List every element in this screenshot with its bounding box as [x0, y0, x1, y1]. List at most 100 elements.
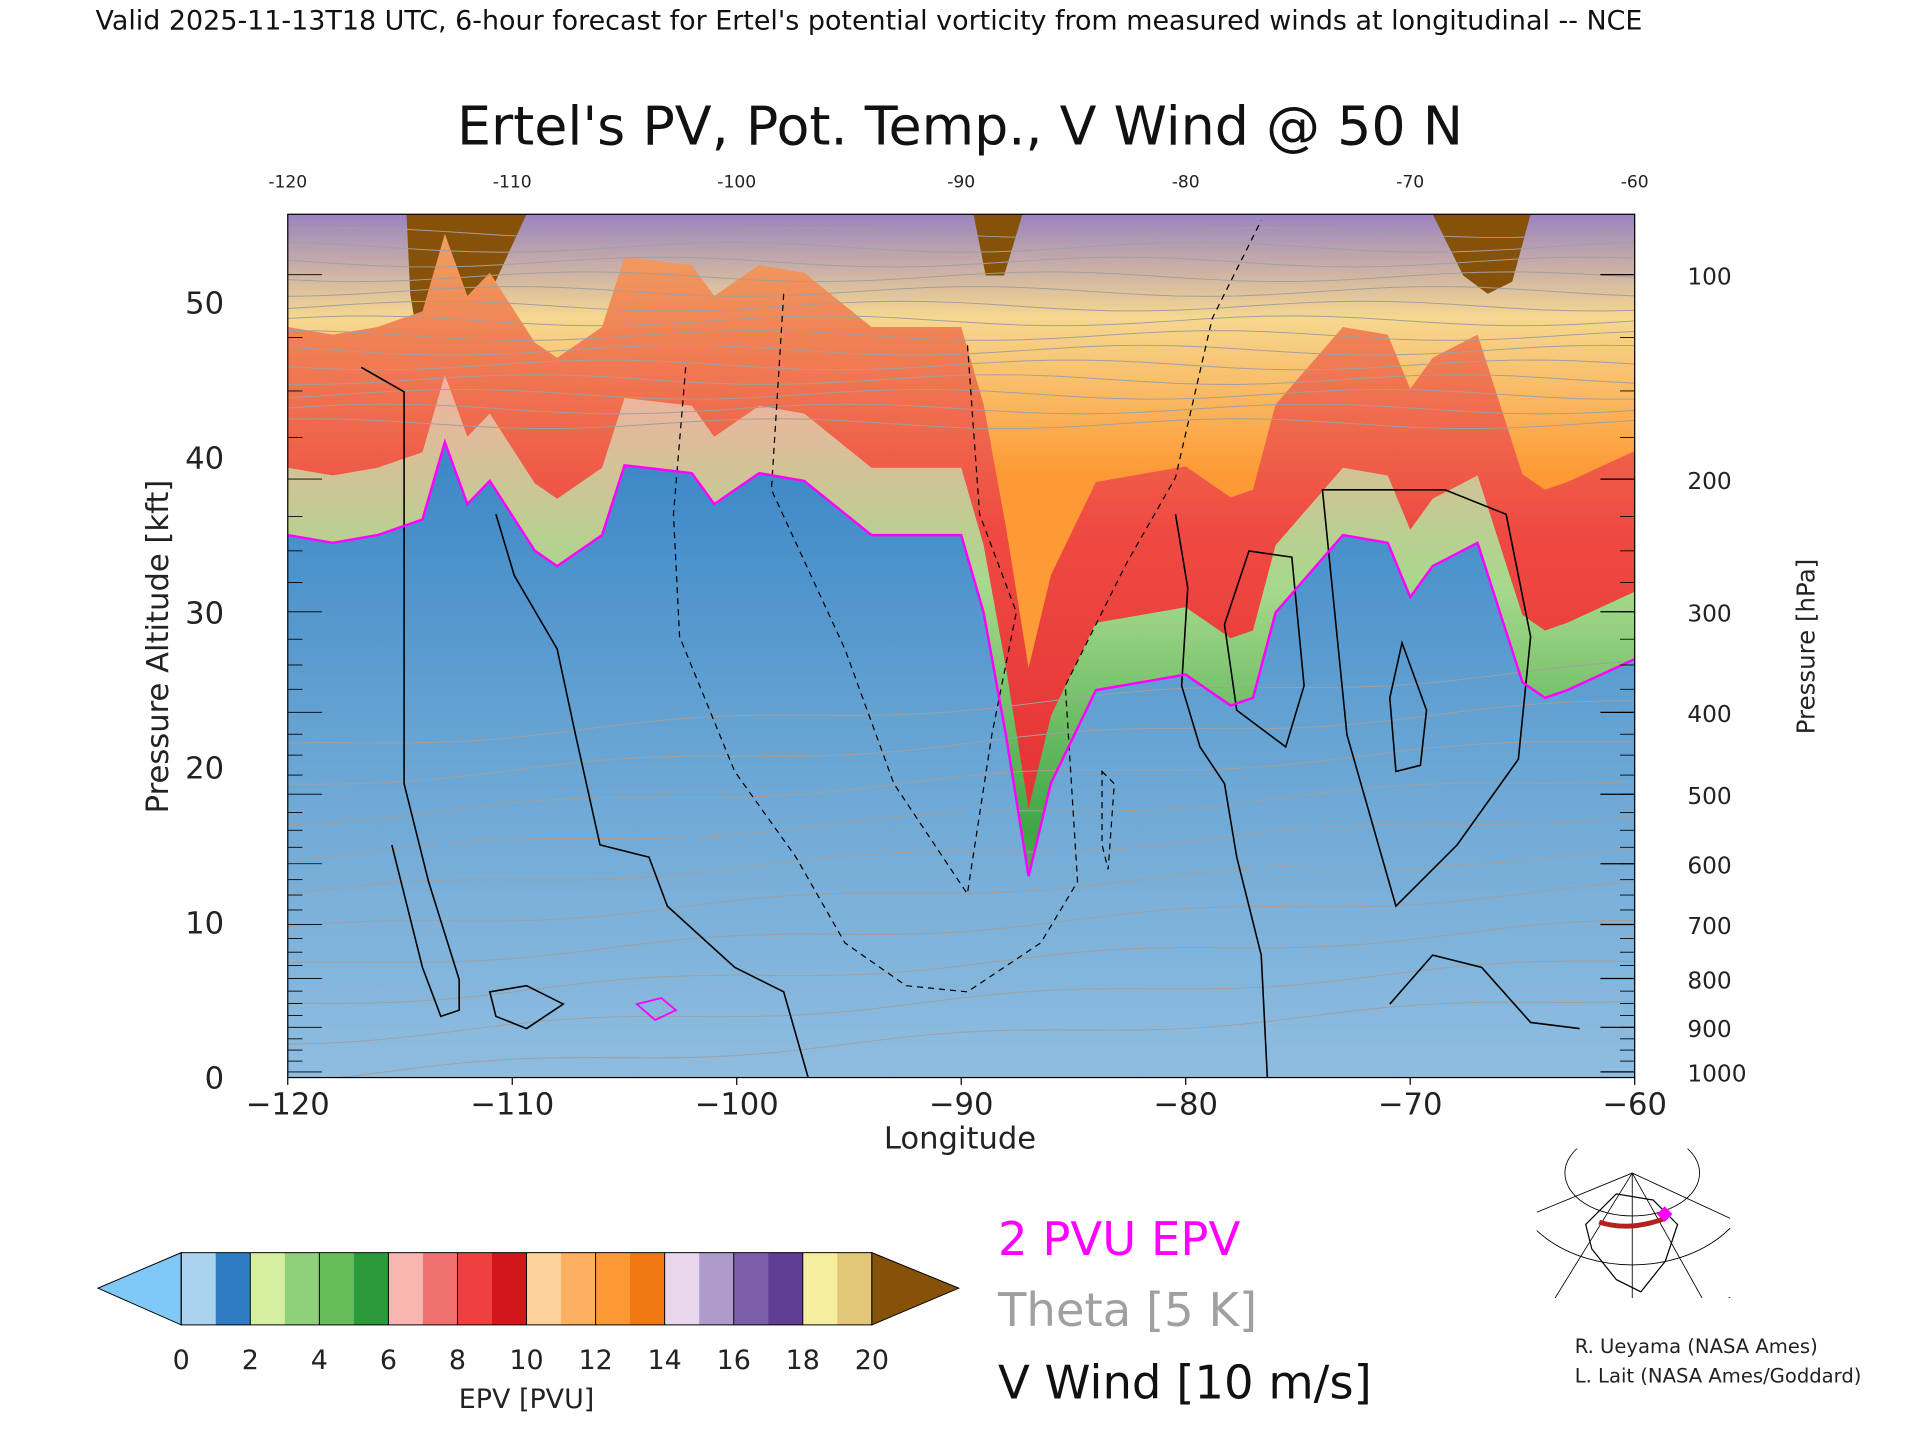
- theta-contour: [287, 344, 1635, 356]
- colorbar-segment: [664, 1252, 700, 1325]
- colorbar-tick-label: 10: [509, 1345, 543, 1376]
- x-tick-label: −70: [1378, 1087, 1443, 1122]
- x-tick-label: −110: [470, 1087, 554, 1122]
- theta-contour: [287, 847, 1635, 928]
- y-tick-label: 40: [185, 442, 224, 477]
- colorbar-tick-label: 14: [648, 1345, 682, 1376]
- colorbar-frame: [180, 1252, 873, 1326]
- chart-title: Ertel's PV, Pot. Temp., V Wind @ 50 N: [457, 94, 1463, 157]
- y-tick-label: 20: [185, 752, 224, 787]
- y2-axis: 100 200 300 400 500 600 700 800 900 1000: [287, 263, 1747, 1088]
- vwind-contour: [672, 220, 1262, 993]
- colorbar-tick-label: 0: [173, 1345, 190, 1376]
- vwind-contour: [1174, 514, 1269, 1078]
- two-pvu-contour: [634, 996, 678, 1022]
- theta-contour: [287, 919, 1635, 1004]
- y2-axis-label: Pressure [hPa]: [1792, 559, 1821, 735]
- vwind-contour: [1388, 640, 1428, 773]
- y-tick-label: 50: [185, 287, 224, 322]
- legend-theta: Theta [5 K]: [997, 1283, 1257, 1337]
- legend-epv: 2 PVU EPV: [998, 1212, 1241, 1266]
- vwind-contours: [360, 220, 1580, 1078]
- epv-over-patch: [973, 214, 1023, 276]
- x-top-tick-label: -60: [1621, 172, 1649, 192]
- colorbar-over-triangle: [871, 1251, 961, 1326]
- theta-contour: [287, 418, 1635, 429]
- two-pvu-contour: [287, 438, 1635, 877]
- section-line: [1598, 1216, 1667, 1229]
- colorbar: 0 2 4 6 8 10 12 14 16 18 20 EPV [PVU]: [96, 1251, 961, 1415]
- x-axis: −120 -120 −110 -110 −100 -100 −90 -90 −80 -80 −70 -…: [246, 172, 1667, 1122]
- colorbar-segment: [215, 1252, 251, 1325]
- y2-tick-label: 400: [1687, 701, 1731, 728]
- vwind-contour: [1389, 954, 1580, 1030]
- y2-tick-label: 600: [1687, 853, 1731, 880]
- y2-tick-label: 100: [1687, 263, 1731, 290]
- theta-contour: [287, 780, 1635, 862]
- theta-contour: [287, 388, 1635, 400]
- credit-line: L. Lait (NASA Ames/Goddard): [1575, 1364, 1862, 1387]
- colorbar-segment: [837, 1252, 873, 1325]
- x-top-tick-label: -120: [268, 172, 307, 192]
- y-tick-label: 10: [185, 907, 224, 942]
- colorbar-tick-label: 12: [578, 1345, 612, 1376]
- theta-contours: [287, 227, 1635, 1078]
- colorbar-tick-label: 18: [786, 1345, 820, 1376]
- colorbar-segment: [768, 1252, 804, 1325]
- x-top-tick-label: -90: [947, 172, 975, 192]
- colorbar-tick-label: 20: [855, 1345, 889, 1376]
- theta-contour: [287, 241, 1635, 253]
- y-axis-label: Pressure Altitude [kft]: [141, 480, 176, 814]
- colorbar-segment: [492, 1252, 528, 1325]
- vwind-contour: [1223, 550, 1305, 749]
- theta-contour: [287, 815, 1635, 895]
- x-tick-label: −60: [1602, 1087, 1667, 1122]
- colorbar-segment: [181, 1252, 217, 1325]
- vwind-contour: [495, 514, 809, 1078]
- vwind-contour: [770, 293, 1017, 896]
- theta-contour: [287, 700, 1635, 785]
- colorbar-segment: [699, 1252, 735, 1325]
- colorbar-segment: [388, 1252, 424, 1325]
- colorbar-under-triangle: [96, 1251, 182, 1326]
- x-top-tick-label: -80: [1172, 172, 1200, 192]
- colorbar-segment: [733, 1252, 769, 1325]
- x-axis-label: Longitude: [884, 1122, 1036, 1157]
- y-tick-label: 0: [205, 1062, 224, 1097]
- y2-tick-label: 700: [1687, 913, 1731, 940]
- theta-contour: [287, 960, 1635, 1045]
- plot-area: [287, 214, 1635, 1078]
- theta-contour: [287, 403, 1635, 415]
- x-top-tick-label: -100: [717, 172, 756, 192]
- theta-contour: [287, 271, 1635, 283]
- colorbar-segment: [802, 1252, 838, 1325]
- locator-map: [1536, 1148, 1731, 1298]
- vwind-contour: [360, 366, 460, 1018]
- colorbar-tick-label: 6: [380, 1345, 397, 1376]
- colorbar-tick-label: 8: [449, 1345, 466, 1376]
- header-text: Valid 2025-11-13T18 UTC, 6-hour forecast…: [96, 5, 1643, 36]
- colorbar-tick-label: 4: [311, 1345, 328, 1376]
- y2-tick-label: 1000: [1687, 1061, 1746, 1088]
- x-top-tick-label: -70: [1396, 172, 1424, 192]
- theta-contour: [333, 1000, 1635, 1078]
- colorbar-segment: [457, 1252, 493, 1325]
- colorbar-segment: [422, 1252, 459, 1325]
- colorbar-label: EPV [PVU]: [459, 1384, 595, 1415]
- colorbar-segment: [561, 1252, 597, 1325]
- vwind-contour: [488, 984, 565, 1030]
- credit-line: R. Ueyama (NASA Ames): [1575, 1335, 1818, 1358]
- colorbar-segment: [526, 1252, 562, 1325]
- colorbar-segment: [595, 1252, 631, 1325]
- y2-tick-label: 200: [1687, 468, 1731, 495]
- epv-blue-region: [287, 442, 1635, 1078]
- theta-contour: [287, 881, 1635, 964]
- y-axis: 0 10 20 30 40 50: [185, 287, 224, 1097]
- theta-contour: [287, 286, 1635, 297]
- theta-contour: [287, 315, 1635, 327]
- colorbar-segment: [250, 1252, 286, 1325]
- y2-tick-label: 900: [1687, 1016, 1731, 1043]
- colorbar-segment: [284, 1252, 320, 1325]
- theta-contour: [287, 741, 1635, 826]
- colorbar-tick-label: 2: [242, 1345, 259, 1376]
